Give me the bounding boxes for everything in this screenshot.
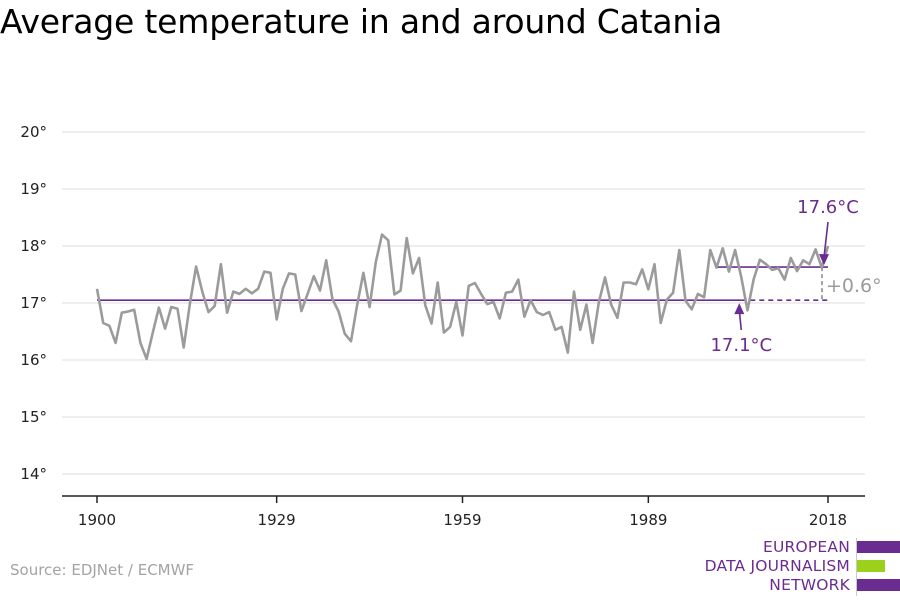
y-tick-label: 14° — [20, 465, 47, 483]
logo-line-network: NETWORK — [769, 576, 850, 594]
difference-label: +0.6° — [826, 275, 882, 297]
y-tick-label: 18° — [20, 237, 47, 255]
logo-bar-purple-top — [857, 541, 900, 553]
reference-lines — [97, 266, 828, 301]
chart-title: Average temperature in and around Catani… — [0, 2, 723, 41]
y-tick-label: 17° — [20, 294, 47, 312]
recent-mean-label: 17.6°C — [797, 197, 859, 218]
y-tick-label: 16° — [20, 351, 47, 369]
gridlines — [62, 131, 865, 475]
x-tick-label: 1959 — [443, 511, 481, 529]
logo-divider — [856, 538, 857, 596]
edjnet-logo[interactable]: EUROPEAN DATA JOURNALISM NETWORK — [700, 538, 900, 596]
annotations: +0.6° 17.6°C 17.1°C — [710, 197, 881, 356]
x-tick-label: 1900 — [78, 511, 116, 529]
x-tick-label: 2018 — [809, 511, 847, 529]
y-tick-label: 20° — [20, 123, 47, 141]
logo-line-data-journalism: DATA JOURNALISM — [704, 557, 850, 575]
y-axis-tick-labels: 14° 15° 16° 17° 18° 19° 20° — [20, 123, 47, 483]
recent-mean-arrow-shaft — [823, 221, 829, 258]
y-tick-label: 19° — [20, 180, 47, 198]
temperature-series-line — [95, 233, 830, 361]
logo-bar-purple-bottom — [857, 579, 900, 591]
logo-bar-green — [857, 560, 885, 572]
x-tick-label: 1989 — [629, 511, 667, 529]
x-tick-label: 1929 — [258, 511, 296, 529]
long-term-mean-label: 17.1°C — [710, 335, 772, 356]
logo-line-european: EUROPEAN — [762, 538, 850, 556]
x-axis: 1900 1929 1959 1989 2018 — [62, 495, 865, 529]
y-tick-label: 15° — [20, 408, 47, 426]
series-layer — [95, 233, 830, 361]
long-term-mean-arrowhead — [734, 303, 745, 315]
source-note: Source: EDJNet / ECMWF — [10, 561, 195, 579]
recent-mean-arrowhead — [819, 254, 829, 266]
